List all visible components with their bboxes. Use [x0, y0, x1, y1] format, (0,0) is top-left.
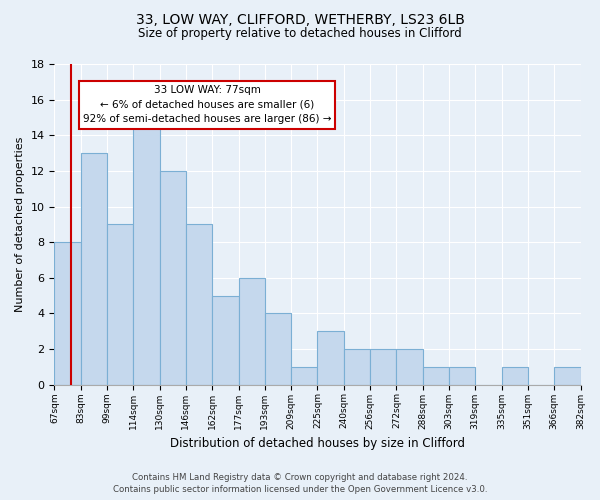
Text: 33, LOW WAY, CLIFFORD, WETHERBY, LS23 6LB: 33, LOW WAY, CLIFFORD, WETHERBY, LS23 6L…	[136, 12, 464, 26]
Bar	[397, 349, 422, 384]
Text: Size of property relative to detached houses in Clifford: Size of property relative to detached ho…	[138, 28, 462, 40]
Bar	[55, 242, 81, 384]
Bar	[554, 367, 581, 384]
Bar	[160, 171, 186, 384]
Bar	[502, 367, 528, 384]
Bar	[291, 367, 317, 384]
Bar	[186, 224, 212, 384]
Bar	[317, 331, 344, 384]
Bar	[370, 349, 397, 384]
Bar	[81, 153, 107, 384]
Bar	[422, 367, 449, 384]
X-axis label: Distribution of detached houses by size in Clifford: Distribution of detached houses by size …	[170, 437, 465, 450]
Bar	[212, 296, 239, 384]
Text: 33 LOW WAY: 77sqm
← 6% of detached houses are smaller (6)
92% of semi-detached h: 33 LOW WAY: 77sqm ← 6% of detached house…	[83, 85, 331, 124]
Bar	[265, 314, 291, 384]
Text: Contains HM Land Registry data © Crown copyright and database right 2024.
Contai: Contains HM Land Registry data © Crown c…	[113, 472, 487, 494]
Bar	[449, 367, 475, 384]
Bar	[133, 118, 160, 384]
Bar	[344, 349, 370, 384]
Bar	[107, 224, 133, 384]
Bar	[239, 278, 265, 384]
Y-axis label: Number of detached properties: Number of detached properties	[15, 136, 25, 312]
